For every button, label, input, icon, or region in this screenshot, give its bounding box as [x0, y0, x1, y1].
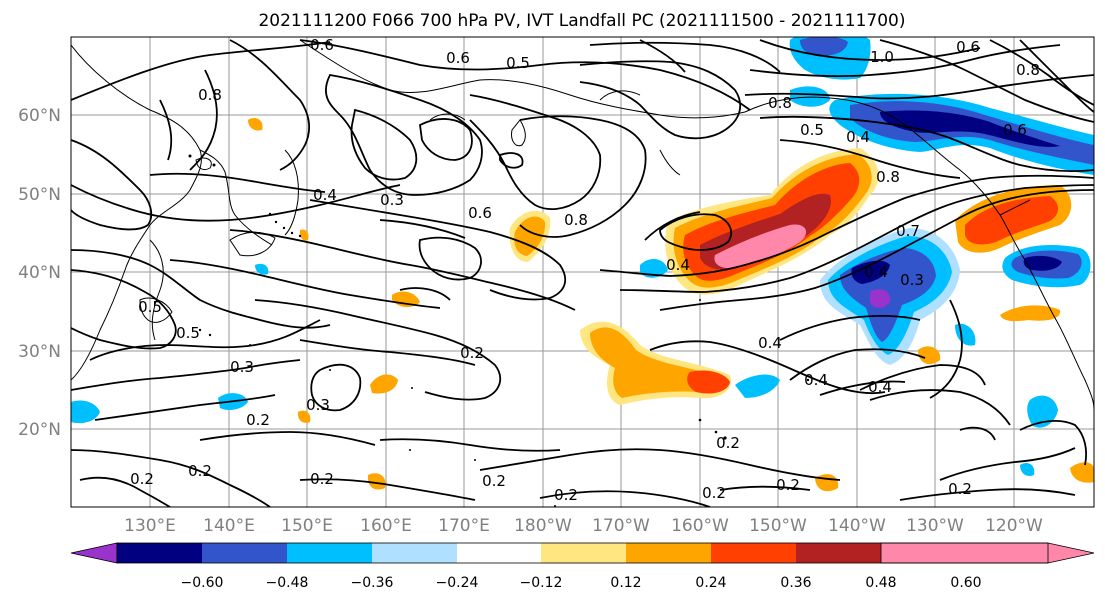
map-content: 0.6 0.5 0.6 0.8 1.0 0.6 0.8 0.8 0.5 0.4 … — [71, 36, 1094, 507]
lon-label: 120°W — [985, 516, 1043, 536]
colorbar-bin — [287, 543, 372, 563]
contour-label: 0.8 — [198, 86, 222, 104]
colorbar-ticks: −0.60 −0.48 −0.36 −0.24 −0.12 0.12 0.24 … — [181, 575, 982, 591]
colorbar: −0.60 −0.48 −0.36 −0.24 −0.12 0.12 0.24 … — [70, 542, 1095, 591]
lat-label: 50°N — [18, 185, 61, 205]
lon-label: 130°E — [124, 516, 176, 536]
colorbar-extend-right — [880, 542, 1095, 564]
contour-label: 0.3 — [230, 358, 254, 376]
contour-label: 0.2 — [702, 484, 726, 502]
contour-label: 0.6 — [310, 36, 334, 54]
contour-label: 1.0 — [870, 48, 894, 66]
colorbar-tick-label: 0.24 — [695, 575, 726, 591]
colorbar-bin — [372, 543, 457, 563]
colorbar-extend-left — [70, 542, 118, 564]
colorbar-bin — [117, 543, 202, 563]
colorbar-bin — [711, 543, 796, 563]
contour-label: 0.3 — [380, 191, 404, 209]
colorbar-tick-label: −0.60 — [181, 575, 224, 591]
islands — [188, 154, 810, 507]
lon-label: 140°W — [828, 516, 886, 536]
colorbar-tick-label: −0.24 — [436, 575, 479, 591]
contour-label: 0.4 — [666, 256, 690, 274]
contour-label: 0.6 — [446, 49, 470, 67]
contour-label: 0.6 — [468, 204, 492, 222]
contour-label: 0.5 — [800, 121, 824, 139]
contour-label: 0.3 — [306, 396, 330, 414]
lon-label: 130°W — [906, 516, 964, 536]
contour-label: 0.7 — [896, 222, 920, 240]
lon-label: 160°W — [671, 516, 729, 536]
colorbar-bin — [626, 543, 711, 563]
contour-label: 0.2 — [460, 344, 484, 362]
contour-label: 0.8 — [1016, 61, 1040, 79]
contour-label: 0.5 — [506, 54, 530, 72]
positive-anomaly-shading — [248, 118, 1094, 492]
contour-label: 0.6 — [956, 38, 980, 56]
contour-label: 0.8 — [876, 168, 900, 186]
pv-contours — [71, 39, 1094, 507]
contour-label: 0.2 — [482, 472, 506, 490]
map-frame — [70, 36, 1095, 508]
colorbar-frame — [116, 542, 1049, 564]
lon-label: 170°W — [592, 516, 650, 536]
colorbar-bin — [202, 543, 287, 563]
colorbar-bin — [541, 543, 626, 563]
lon-label: 150°E — [281, 516, 333, 536]
contour-label: 0.2 — [948, 480, 972, 498]
longitude-labels: 130°E 140°E 150°E 160°E 170°E 180°W 170°… — [124, 516, 1043, 536]
contour-label: 0.4 — [868, 378, 892, 396]
colorbar-bin — [457, 543, 541, 563]
contour-label: 0.4 — [313, 186, 337, 204]
colorbar-bin — [796, 543, 881, 563]
coastlines — [71, 39, 1094, 411]
colorbar-tick-label: −0.36 — [351, 575, 394, 591]
contour-label: 0.8 — [564, 211, 588, 229]
contour-label: 0.4 — [758, 334, 782, 352]
contour-label: 0.2 — [554, 486, 578, 504]
colorbar-tick-label: −0.48 — [266, 575, 309, 591]
latitude-labels: 60°N 50°N 40°N 30°N 20°N — [18, 106, 61, 440]
map-title: 2021111200 F066 700 hPa PV, IVT Landfall… — [258, 11, 905, 31]
contour-label: 0.2 — [188, 462, 212, 480]
contour-labels: 0.6 0.5 0.6 0.8 1.0 0.6 0.8 0.8 0.5 0.4 … — [130, 36, 1040, 504]
contour-label: 0.8 — [768, 94, 792, 112]
colorbar-tick-label: 0.12 — [610, 575, 641, 591]
lon-label: 170°E — [438, 516, 490, 536]
contour-label: 0.4 — [804, 371, 828, 389]
contour-label: 0.4 — [846, 128, 870, 146]
lon-label: 150°W — [749, 516, 807, 536]
lat-label: 40°N — [18, 263, 61, 283]
colorbar-tick-label: 0.60 — [950, 575, 981, 591]
contour-label: 0.5 — [138, 298, 162, 316]
contour-label: 0.2 — [716, 434, 740, 452]
lon-label: 160°E — [360, 516, 412, 536]
lat-label: 20°N — [18, 420, 61, 440]
lon-label: 140°E — [203, 516, 255, 536]
contour-label: 0.2 — [776, 476, 800, 494]
lat-label: 60°N — [18, 106, 61, 126]
contour-label: 0.6 — [1003, 121, 1027, 139]
contour-label: 0.2 — [310, 470, 334, 488]
contour-label: 0.2 — [130, 470, 154, 488]
colorbar-tick-label: −0.12 — [520, 575, 563, 591]
contour-label: 0.2 — [246, 411, 270, 429]
lat-label: 30°N — [18, 342, 61, 362]
contour-label: 0.3 — [900, 271, 924, 289]
contour-label: 0.5 — [176, 324, 200, 342]
negative-anomaly-shading — [71, 37, 1094, 476]
colorbar-tick-label: 0.48 — [865, 575, 896, 591]
lon-label: 180°W — [514, 516, 572, 536]
contour-label: 0.4 — [864, 263, 888, 281]
colorbar-tick-label: 0.36 — [780, 575, 811, 591]
